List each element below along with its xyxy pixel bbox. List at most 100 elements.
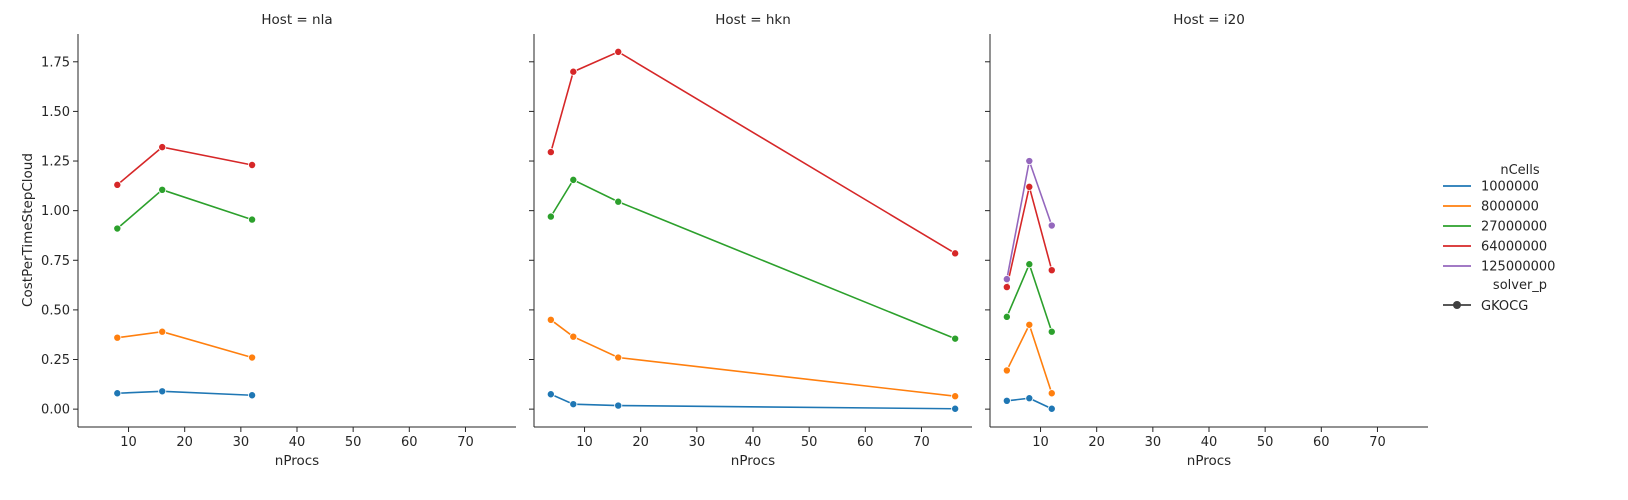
y-tick-label: 1.25: [41, 155, 70, 170]
series-line-27000000: [116, 188, 253, 230]
legend-label-1000000: 1000000: [1481, 180, 1539, 195]
legend-title-style: solver_p: [1493, 278, 1547, 293]
y-tick-label: 0.25: [41, 353, 70, 368]
x-tick-label: 10: [120, 435, 137, 450]
legend-title-hue: nCells: [1500, 163, 1540, 178]
x-tick-label: 50: [801, 435, 818, 450]
legend: nCells 1000000 8000000 27000000 64000000 1250…: [1443, 163, 1555, 314]
x-tick-label: 60: [1313, 435, 1330, 450]
legend-label-27000000: 27000000: [1481, 220, 1547, 235]
series-line-8000000: [117, 330, 253, 359]
x-tick-label: 70: [457, 435, 474, 450]
data-point-8000000: [1025, 320, 1034, 329]
series-line-27000000: [550, 178, 956, 340]
x-tick-label: 40: [289, 435, 306, 450]
data-point-64000000: [951, 249, 960, 258]
series-line-64000000: [1006, 186, 1053, 288]
y-tick-label: 1.50: [41, 105, 70, 120]
data-point-27000000: [1002, 312, 1011, 321]
x-tick-label: 60: [857, 435, 874, 450]
data-point-64000000: [113, 180, 122, 189]
data-point-8000000: [1047, 389, 1056, 398]
data-point-125000000: [1025, 157, 1034, 166]
data-point-8000000: [614, 353, 623, 362]
panel-1: Host = hkn 10 20 30 40 50 60 70 nProcs: [529, 12, 972, 469]
x-axis-label: nProcs: [275, 453, 319, 469]
y-tick-label: 1.75: [41, 55, 70, 70]
panel-title: Host = i20: [1173, 12, 1245, 28]
x-tick-label: 60: [401, 435, 418, 450]
data-point-1000000: [248, 391, 257, 400]
legend-label-64000000: 64000000: [1481, 240, 1547, 255]
series-line-64000000: [550, 50, 956, 255]
data-point-64000000: [1002, 283, 1011, 292]
data-point-27000000: [614, 197, 623, 206]
x-tick-label: 40: [1201, 435, 1218, 450]
series-line-8000000: [1006, 322, 1053, 394]
data-point-125000000: [1002, 275, 1011, 284]
data-point-27000000: [248, 215, 257, 224]
data-point-8000000: [569, 332, 578, 341]
data-point-64000000: [546, 148, 555, 157]
data-point-64000000: [614, 47, 623, 56]
x-tick-label: 20: [632, 435, 649, 450]
x-tick-label: 10: [576, 435, 593, 450]
x-tick-label: 30: [689, 435, 706, 450]
x-tick-label: 70: [913, 435, 930, 450]
panel-title: Host = hkn: [715, 12, 791, 28]
x-tick-label: 30: [233, 435, 250, 450]
y-tick-label: 0.00: [41, 403, 70, 418]
data-point-8000000: [113, 333, 122, 342]
data-point-8000000: [951, 392, 960, 401]
x-tick-label: 50: [1257, 435, 1274, 450]
x-tick-label: 70: [1369, 435, 1386, 450]
series-line-1000000: [550, 393, 956, 410]
data-point-8000000: [1002, 366, 1011, 375]
data-point-27000000: [113, 224, 122, 233]
data-point-8000000: [248, 353, 257, 362]
x-tick-label: 10: [1032, 435, 1049, 450]
series-line-64000000: [116, 146, 253, 186]
x-tick-label: 40: [745, 435, 762, 450]
data-point-1000000: [546, 390, 555, 399]
x-tick-label: 30: [1145, 435, 1162, 450]
y-axis-label: CostPerTimeStepCloud: [20, 153, 36, 307]
data-point-125000000: [1047, 221, 1056, 230]
data-point-27000000: [951, 334, 960, 343]
data-point-8000000: [546, 315, 555, 324]
legend-style-label: GKOCG: [1481, 299, 1528, 314]
x-tick-label: 20: [1088, 435, 1105, 450]
data-point-1000000: [951, 404, 960, 413]
y-tick-label: 1.00: [41, 204, 70, 219]
data-point-64000000: [158, 143, 167, 152]
data-point-1000000: [113, 389, 122, 398]
data-point-1000000: [1002, 396, 1011, 405]
data-point-27000000: [1025, 260, 1034, 269]
data-point-27000000: [546, 212, 555, 221]
series-line-1000000: [117, 390, 253, 397]
legend-label-8000000: 8000000: [1481, 200, 1539, 215]
panel-title: Host = nla: [261, 12, 332, 28]
y-tick-label: 0.50: [41, 303, 70, 318]
data-point-64000000: [248, 160, 257, 169]
panel-0: Host = nla 10 20 30 40 50 60 70 0.00 0.25 0.50 0.75…: [41, 12, 516, 469]
data-point-27000000: [1047, 327, 1056, 336]
x-axis-label: nProcs: [731, 453, 775, 469]
data-point-1000000: [1047, 404, 1056, 413]
data-point-1000000: [1025, 394, 1034, 403]
data-point-1000000: [614, 401, 623, 410]
y-tick-label: 0.75: [41, 254, 70, 269]
x-tick-label: 20: [176, 435, 193, 450]
data-point-27000000: [569, 175, 578, 184]
legend-label-125000000: 125000000: [1481, 260, 1555, 275]
data-point-1000000: [158, 387, 167, 396]
series-line-8000000: [550, 319, 956, 398]
data-point-64000000: [1047, 266, 1056, 275]
legend-style-marker: [1453, 301, 1461, 309]
data-point-27000000: [158, 185, 167, 194]
data-point-64000000: [569, 67, 578, 76]
panel-2: Host = i20 10 20 30 40 50 60 70 nProcs: [985, 12, 1428, 469]
data-point-64000000: [1025, 182, 1034, 191]
x-axis-label: nProcs: [1187, 453, 1231, 469]
